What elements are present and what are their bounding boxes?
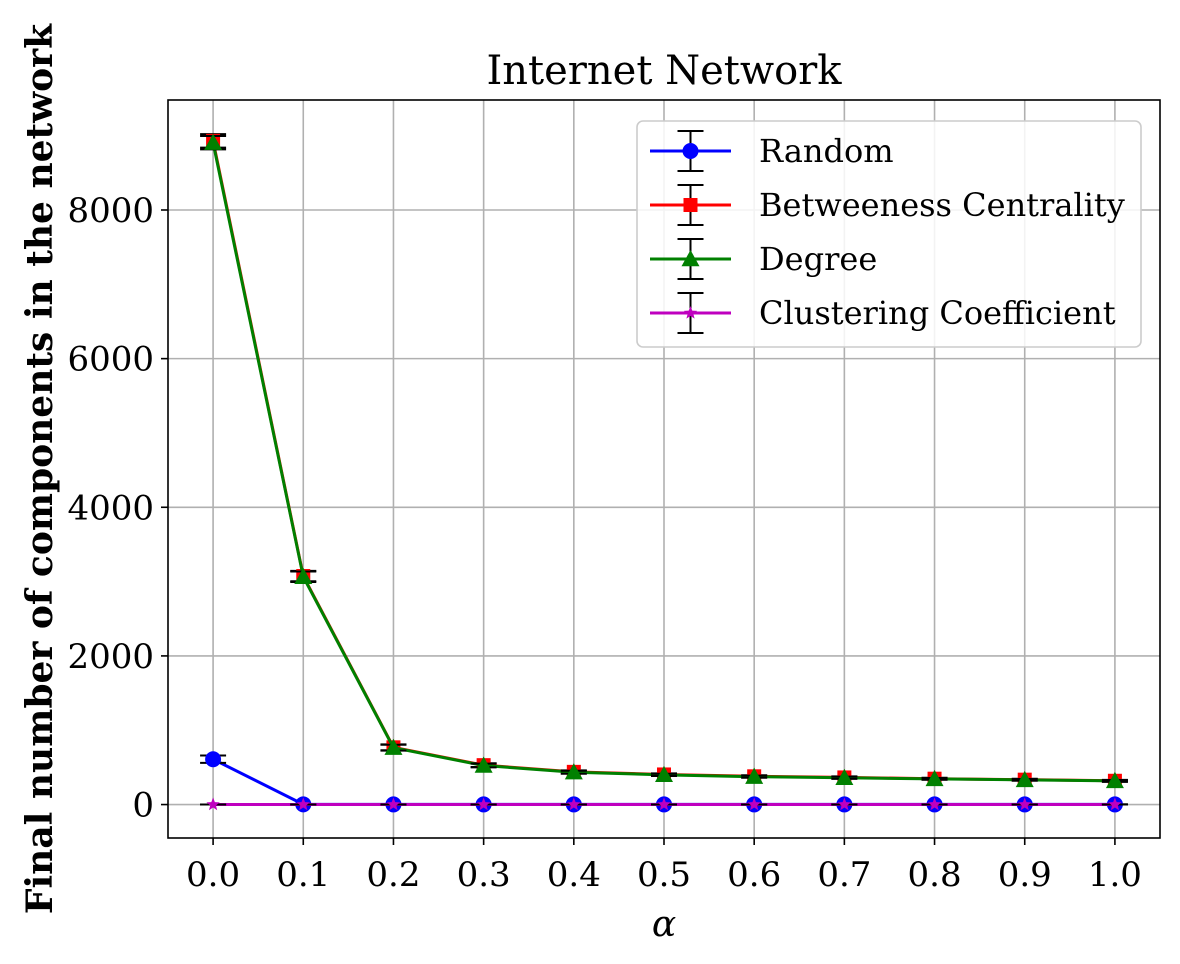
data-point	[476, 797, 491, 811]
x-tick-label: 0.9	[998, 855, 1052, 895]
data-point	[567, 797, 581, 811]
y-tick-label: 6000	[67, 340, 154, 380]
data-point	[837, 797, 852, 811]
data-point	[1018, 797, 1032, 811]
data-point	[294, 567, 313, 584]
x-tick-label: 0.6	[727, 855, 781, 895]
chart-title: Internet Network	[486, 48, 842, 94]
legend: Random Betweeness Centrality Degree Cluster…	[636, 120, 1142, 348]
legend-entry: Random	[650, 130, 894, 172]
data-point	[474, 756, 493, 773]
legend-entry: Degree	[650, 238, 877, 280]
legend-marker	[682, 143, 699, 159]
data-point	[384, 738, 403, 755]
data-point	[835, 768, 854, 786]
data-point	[204, 133, 223, 150]
legend-box	[636, 120, 1142, 348]
legend-label: Degree	[759, 240, 877, 278]
x-tick-label: 0.8	[908, 855, 962, 895]
y-tick-label: 8000	[67, 191, 154, 231]
x-axis-label: α	[652, 904, 676, 945]
legend-entry: Clustering Coefficient	[650, 292, 1116, 334]
data-point	[1015, 770, 1034, 788]
legend-marker	[683, 306, 698, 319]
data-point	[745, 767, 764, 784]
data-point	[206, 797, 220, 811]
legend-marker	[681, 250, 700, 267]
data-point	[296, 797, 310, 811]
x-tick-label: 0.7	[817, 855, 871, 895]
x-tick-label: 0.4	[547, 855, 601, 895]
legend-label: Betweeness Centrality	[759, 186, 1125, 224]
data-point	[655, 765, 673, 783]
x-tick-label: 0.0	[186, 855, 240, 895]
series-layer	[200, 133, 1128, 813]
x-tick-label: 0.2	[366, 855, 420, 895]
legend-entry: Betweeness Centrality	[650, 184, 1125, 226]
legend-label: Clustering Coefficient	[759, 294, 1116, 332]
data-point	[927, 797, 942, 811]
data-point	[1105, 771, 1124, 789]
data-point	[1108, 797, 1122, 811]
data-point	[564, 763, 583, 780]
axes: 0.0 0.1 0.2 0.3 0.4 0.5 0.6 0.7 0.8 0.9 1.0 0 2000 40…	[67, 191, 1141, 895]
data-point	[657, 797, 671, 811]
series-star	[200, 797, 1128, 811]
y-tick-label: 4000	[67, 488, 154, 528]
x-tick-label: 0.3	[457, 855, 511, 895]
data-point	[386, 797, 401, 811]
data-point	[205, 751, 222, 768]
x-tick-label: 0.5	[637, 855, 691, 895]
x-tick-label: 0.1	[276, 855, 330, 895]
y-tick-label: 2000	[67, 637, 154, 677]
data-point	[747, 797, 761, 811]
legend-label: Random	[759, 132, 894, 170]
data-point	[925, 769, 944, 787]
y-tick-label: 0	[132, 786, 154, 826]
x-tick-label: 1.0	[1088, 855, 1142, 895]
series-triangle	[200, 133, 1128, 789]
legend-marker	[683, 198, 698, 212]
y-axis-label: Final number of components in the networ…	[19, 23, 61, 914]
